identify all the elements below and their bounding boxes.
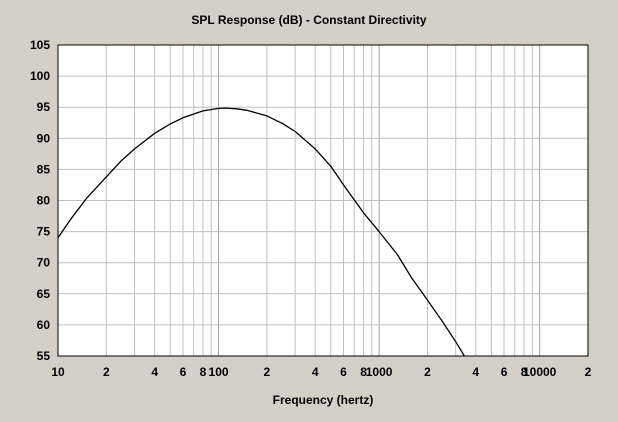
y-tick-label: 90 xyxy=(37,131,51,145)
y-tick-label: 70 xyxy=(37,256,51,270)
x-tick-label: 2 xyxy=(424,365,431,379)
x-tick-label: 1000 xyxy=(366,365,393,379)
x-tick-label: 8 xyxy=(200,365,207,379)
x-tick-label: 8 xyxy=(521,365,528,379)
chart-title: SPL Response (dB) - Constant Directivity xyxy=(191,13,427,27)
x-axis-label: Frequency (hertz) xyxy=(272,393,374,407)
x-tick-label: 4 xyxy=(151,365,158,379)
x-tick-label: 6 xyxy=(340,365,347,379)
x-tick-label: 4 xyxy=(472,365,479,379)
y-tick-label: 55 xyxy=(37,349,51,363)
x-tick-label: 8 xyxy=(360,365,367,379)
y-tick-label: 105 xyxy=(30,38,50,52)
x-tick-label: 2 xyxy=(103,365,110,379)
x-tick-label: 6 xyxy=(180,365,187,379)
y-tick-label: 60 xyxy=(37,318,51,332)
x-tick-label: 4 xyxy=(312,365,319,379)
y-tick-label: 95 xyxy=(37,100,51,114)
x-tick-label: 2 xyxy=(264,365,271,379)
x-tick-label: 100 xyxy=(209,365,229,379)
x-tick-label: 2 xyxy=(585,365,592,379)
plot-border xyxy=(57,44,589,357)
y-tick-label: 100 xyxy=(30,69,50,83)
series-line-0 xyxy=(57,107,465,357)
y-tick-label: 85 xyxy=(37,162,51,176)
x-tick-label: 10 xyxy=(51,365,65,379)
y-tick-label: 80 xyxy=(37,194,51,208)
x-tick-label: 6 xyxy=(501,365,508,379)
y-tick-label: 65 xyxy=(37,287,51,301)
x-tick-label: 10000 xyxy=(523,365,557,379)
y-tick-label: 75 xyxy=(37,225,51,239)
